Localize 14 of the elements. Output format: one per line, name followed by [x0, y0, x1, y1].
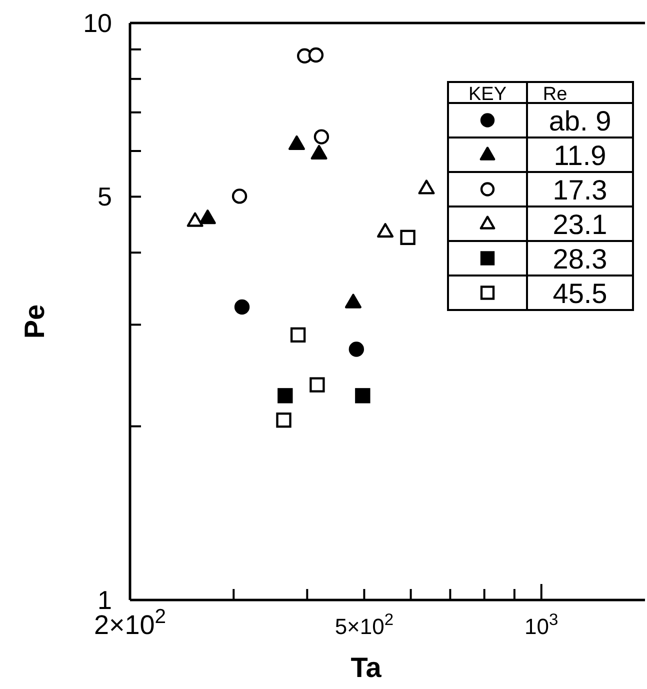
legend-label: 45.5 — [552, 278, 608, 309]
y-tick-label: 10 — [83, 8, 112, 38]
y-tick-label: 5 — [98, 182, 112, 212]
x-tick-label: 5×10$^{2}$ — [334, 611, 394, 639]
legend-label: 23.1 — [552, 208, 608, 240]
y-axis-title: Pe — [19, 304, 50, 339]
legend-label: 11.9 — [554, 140, 606, 171]
annotation: KEY — [468, 84, 507, 105]
x-axis-title: Ta — [350, 652, 382, 683]
legend-label: 28.3 — [552, 243, 608, 274]
x-tick-label: 10$^{3}$ — [524, 611, 558, 639]
legend-title: Re — [542, 84, 568, 105]
legend-label: 17.3 — [552, 174, 608, 206]
legend-label: ab. 9 — [548, 105, 612, 136]
